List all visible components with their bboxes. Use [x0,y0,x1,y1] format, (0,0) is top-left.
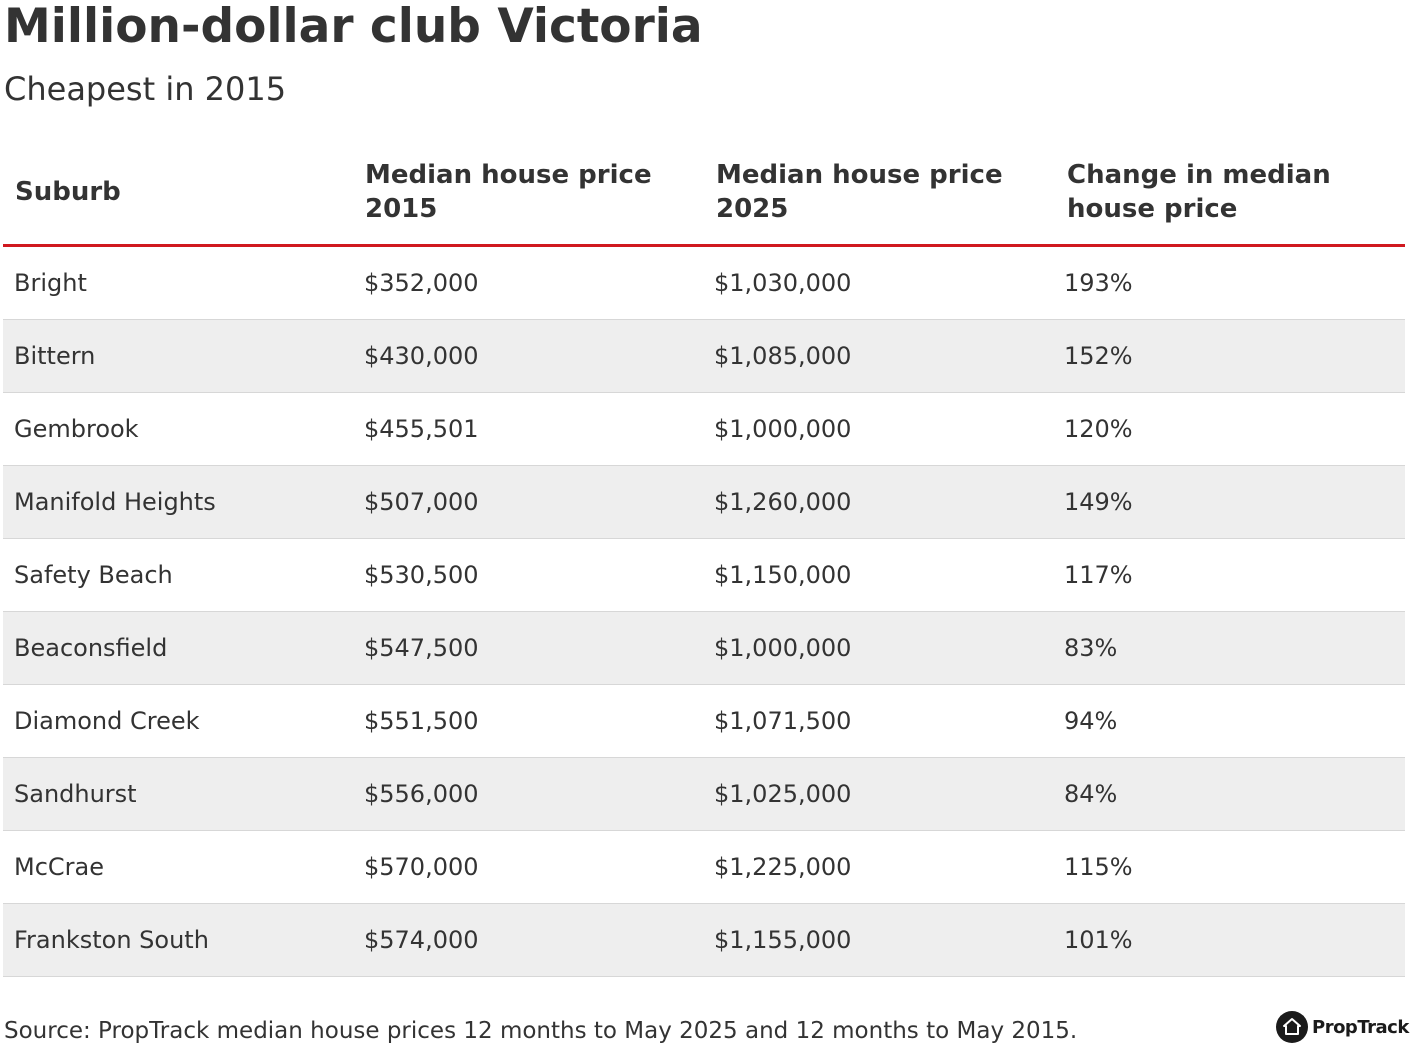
suburb-cell: Bright [14,269,87,297]
suburb-cell: Bittern [14,342,96,370]
price-2025-cell: $1,155,000 [714,926,852,954]
table-row: Sandhurst $556,000 $1,025,000 84% [3,758,1405,831]
change-cell: 115% [1064,853,1133,881]
change-cell: 149% [1064,488,1133,516]
change-cell: 152% [1064,342,1133,370]
suburb-cell: Diamond Creek [14,707,200,735]
change-cell: 84% [1064,780,1118,808]
proptrack-logo: PropTrack [1276,1010,1409,1044]
chart-subtitle: Cheapest in 2015 [4,70,287,108]
table-row: Manifold Heights $507,000 $1,260,000 149% [3,466,1405,539]
price-2015-cell: $530,500 [364,561,479,589]
logo-text: PropTrack [1312,1016,1409,1038]
suburb-cell: Sandhurst [14,780,137,808]
price-2025-cell: $1,000,000 [714,415,852,443]
change-cell: 117% [1064,561,1133,589]
table-body: Bright $352,000 $1,030,000 193% Bittern $430,… [3,247,1405,977]
change-cell: 94% [1064,707,1118,735]
table-row: Bright $352,000 $1,030,000 193% [3,247,1405,320]
price-2025-cell: $1,085,000 [714,342,852,370]
change-cell: 83% [1064,634,1118,662]
price-2015-cell: $556,000 [364,780,479,808]
suburb-cell: Beaconsfield [14,634,168,662]
price-2025-cell: $1,030,000 [714,269,852,297]
change-cell: 120% [1064,415,1133,443]
price-2015-cell: $352,000 [364,269,479,297]
price-2025-cell: $1,025,000 [714,780,852,808]
price-2015-cell: $455,501 [364,415,479,443]
column-header-price-2015: Median house price 2015 [365,160,652,224]
table-row: Safety Beach $530,500 $1,150,000 117% [3,539,1405,612]
change-cell: 101% [1064,926,1133,954]
house-icon [1276,1011,1308,1043]
table-row: Beaconsfield $547,500 $1,000,000 83% [3,612,1405,685]
source-note: Source: PropTrack median house prices 12… [4,1018,1078,1044]
price-2015-cell: $570,000 [364,853,479,881]
column-header-change: Change in median house price [1067,160,1331,224]
table-row: Gembrook $455,501 $1,000,000 120% [3,393,1405,466]
table-row: Bittern $430,000 $1,085,000 152% [3,320,1405,393]
change-cell: 193% [1064,269,1133,297]
column-header-suburb: Suburb [15,177,121,207]
suburb-cell: Safety Beach [14,561,173,589]
suburb-cell: McCrae [14,853,104,881]
table-row: Diamond Creek $551,500 $1,071,500 94% [3,685,1405,758]
data-table: Suburb Median house price 2015 Median ho… [3,140,1405,977]
suburb-cell: Gembrook [14,415,139,443]
price-2015-cell: $430,000 [364,342,479,370]
price-2025-cell: $1,225,000 [714,853,852,881]
price-2015-cell: $507,000 [364,488,479,516]
price-2025-cell: $1,000,000 [714,634,852,662]
table-row: McCrae $570,000 $1,225,000 115% [3,831,1405,904]
price-2025-cell: $1,260,000 [714,488,852,516]
suburb-cell: Manifold Heights [14,488,216,516]
table-row: Frankston South $574,000 $1,155,000 101% [3,904,1405,977]
price-2015-cell: $574,000 [364,926,479,954]
price-2015-cell: $551,500 [364,707,479,735]
table-header: Suburb Median house price 2015 Median ho… [3,140,1405,247]
chart-title: Million-dollar club Victoria [4,0,703,54]
price-2025-cell: $1,071,500 [714,707,852,735]
suburb-cell: Frankston South [14,926,209,954]
column-header-price-2025: Median house price 2025 [716,160,1003,224]
price-2025-cell: $1,150,000 [714,561,852,589]
price-2015-cell: $547,500 [364,634,479,662]
